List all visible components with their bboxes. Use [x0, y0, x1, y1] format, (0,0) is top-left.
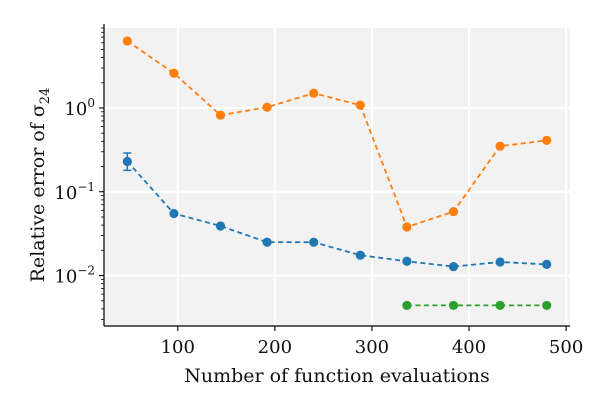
data-point: [122, 36, 132, 46]
data-point: [448, 206, 459, 217]
ticks: 100 200 300 400 500 10−2 10−1 100: [54, 27, 583, 358]
x-tick-label: 400: [452, 337, 486, 358]
y-axis-label: Relative error of σ24: [27, 88, 53, 283]
data-point: [309, 88, 319, 98]
y-tick-label: 10−1: [54, 180, 95, 204]
data-point: [542, 135, 552, 146]
data-point: [169, 208, 179, 219]
data-point: [169, 68, 179, 78]
x-axis-label: Number of function evaluations: [184, 365, 490, 387]
y-tick-label: 100: [64, 96, 95, 120]
x-tick-label: 300: [355, 337, 389, 358]
data-point: [542, 259, 552, 269]
data-point: [262, 102, 272, 112]
data-point: [215, 110, 226, 120]
y-axis-label-main: Relative error of σ: [27, 104, 49, 282]
x-tick-label: 200: [258, 337, 292, 358]
data-point: [448, 300, 459, 311]
data-point: [402, 256, 412, 266]
data-point: [309, 237, 319, 247]
x-tick-label: 100: [161, 337, 195, 358]
y-tick-label: 10−2: [54, 264, 95, 288]
y-axis-label-subscript: 24: [38, 88, 53, 105]
data-point: [262, 237, 272, 247]
series-line: [126, 40, 547, 229]
data-point: [122, 156, 132, 167]
data-point: [448, 261, 459, 272]
x-tick-label: 500: [549, 337, 583, 358]
data-point: [402, 300, 412, 311]
data-point: [355, 250, 365, 260]
data-point: [495, 257, 505, 267]
data-point: [542, 300, 552, 311]
series-2: [122, 152, 552, 272]
data-point: [495, 141, 505, 151]
data-point: [215, 221, 226, 231]
data-point: [495, 300, 505, 311]
data-point: [402, 222, 412, 232]
data-point: [355, 100, 365, 110]
series-layer: [122, 36, 552, 311]
series-3: [402, 300, 552, 311]
series-line: [126, 160, 547, 268]
series-1: [122, 36, 552, 232]
